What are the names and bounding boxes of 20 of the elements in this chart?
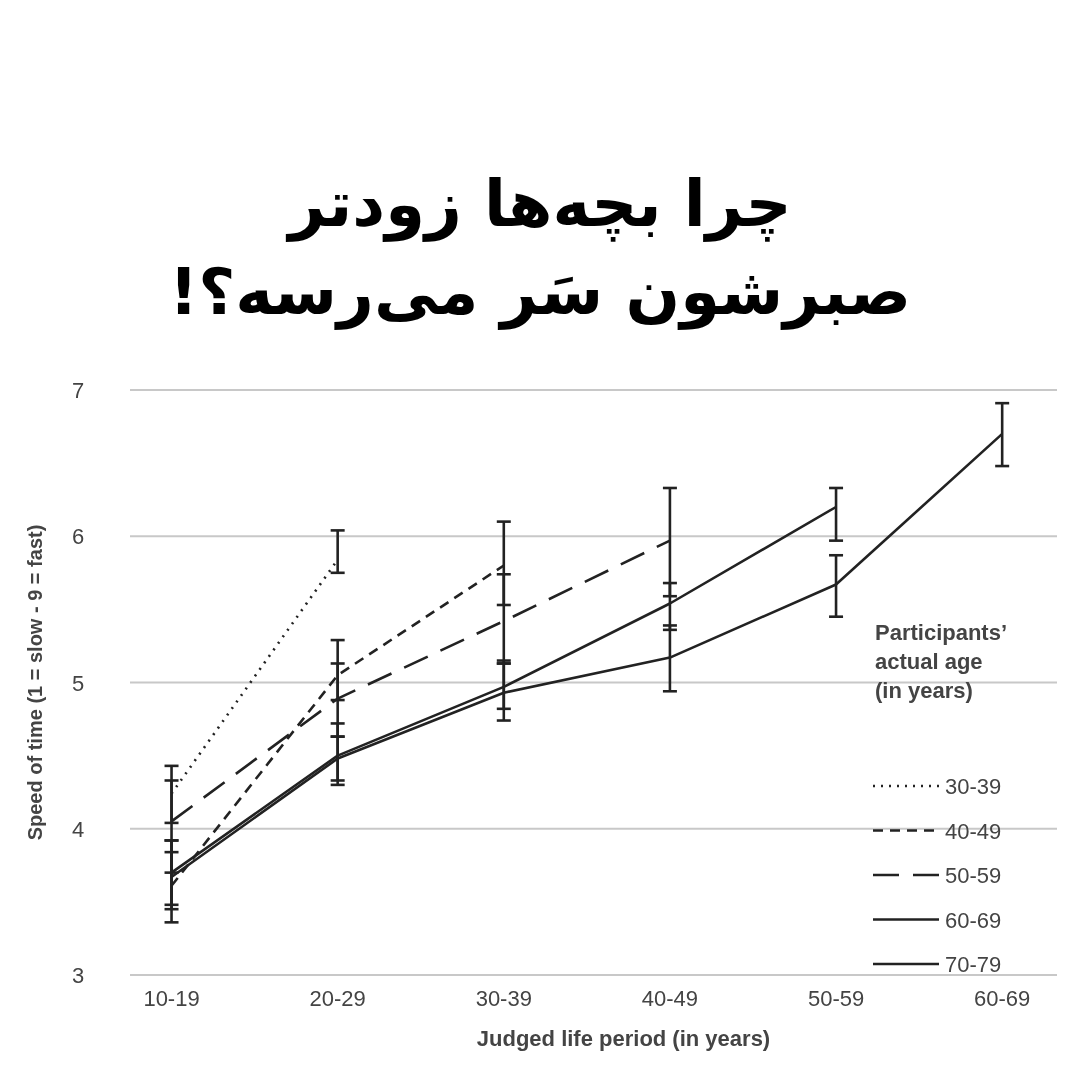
legend-label: 70-79 bbox=[945, 952, 1002, 977]
x-tick-label: 50-59 bbox=[807, 986, 865, 1011]
x-axis-title: Judged life period (in years) bbox=[476, 1026, 771, 1051]
legend-label: 60-69 bbox=[945, 907, 1002, 933]
x-tick-label: 30-39 bbox=[475, 986, 532, 1011]
legend-label: 40-49 bbox=[945, 818, 1002, 844]
y-axis-title: Speed of time (1 = slow - 9 = fast) bbox=[24, 524, 46, 841]
y-tick-label: 6 bbox=[71, 524, 85, 550]
legend-label: 30-39 bbox=[945, 774, 1002, 799]
legend-title: Participants’ actual age (in years) bbox=[875, 620, 1008, 703]
x-tick-label: 10-19 bbox=[143, 986, 200, 1011]
y-tick-label: 7 bbox=[71, 378, 85, 403]
y-tick-label: 3 bbox=[71, 963, 85, 988]
x-tick-label: 60-69 bbox=[974, 986, 1031, 1011]
y-tick-label: 5 bbox=[71, 670, 85, 696]
x-tick-label: 40-49 bbox=[641, 986, 699, 1011]
legend-label: 50-59 bbox=[945, 863, 1002, 888]
y-tick-label: 4 bbox=[71, 816, 85, 842]
x-tick-label: 20-29 bbox=[309, 986, 366, 1011]
chart-title: چرا بچه‌ها زودتر صبرشون سَر می‌رسه؟! bbox=[167, 166, 913, 332]
